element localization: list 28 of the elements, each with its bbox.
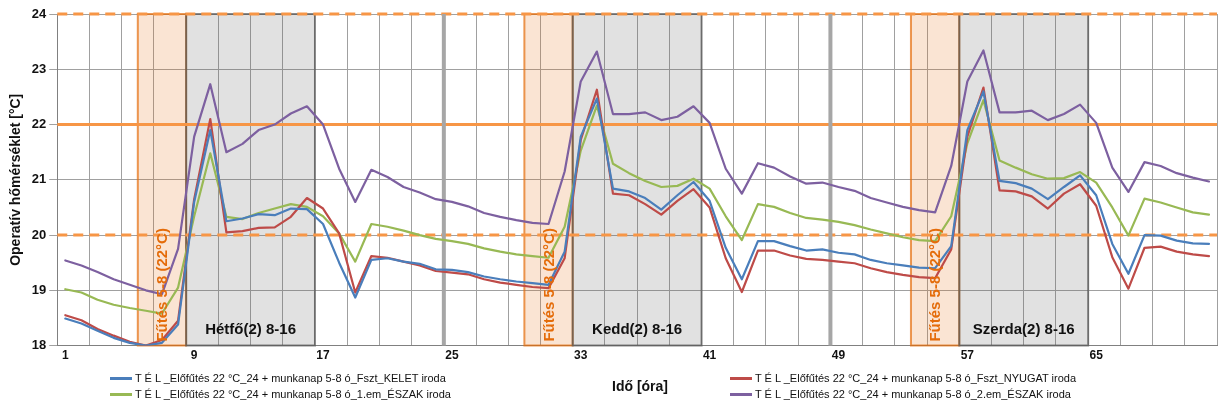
y-tick-label: 24 — [31, 5, 48, 21]
y-tick-label: 20 — [31, 226, 47, 242]
x-tick-label: 25 — [445, 348, 459, 363]
x-tick-label: 1 — [61, 348, 69, 363]
legend-label: T É L _Előfűtés 22 °C_24 + munkanap 5-8 ó_2.em_ÉSZAK iroda — [755, 388, 1071, 400]
y-tick-label: 22 — [31, 116, 47, 132]
y-tick-label: 23 — [31, 60, 47, 76]
x-tick-label: 33 — [574, 348, 588, 363]
band-label: Hétfő(2) 8-16 — [205, 319, 296, 337]
y-tick-label: 21 — [31, 171, 47, 187]
x-tick-label: 65 — [1089, 348, 1104, 363]
x-tick-label: 17 — [316, 348, 331, 363]
x-tick-label: 41 — [702, 348, 717, 363]
y-axis-title: Operatív hőmérséklet [°C] — [7, 93, 24, 266]
legend-label: T É L _Előfűtés 22 °C_24 + munkanap 5-8 ó_Fszt_KELET iroda — [135, 372, 446, 384]
x-axis-title: Idő [óra] — [611, 378, 669, 394]
x-tick-label: 49 — [831, 348, 846, 363]
legend-label: T É L _Előfűtés 22 °C_24 + munkanap 5-8 ó_1.em_ÉSZAK iroda — [135, 388, 451, 400]
x-tick-label: 9 — [190, 348, 198, 363]
y-tick-label: 19 — [31, 281, 47, 297]
y-tick-label: 18 — [31, 337, 47, 353]
band-label: Szerda(2) 8-16 — [972, 319, 1075, 337]
band-label: Fűtés 5-8 (22°C) — [926, 228, 944, 342]
band-label: Kedd(2) 8-16 — [592, 319, 683, 337]
band-label: Fűtés 5-8 (22°C) — [152, 228, 170, 342]
x-tick-label: 57 — [960, 348, 975, 363]
band-label: Fűtés 5-8 (22°C) — [539, 228, 557, 342]
legend-label: T É L _Előfűtés 22 °C_24 + munkanap 5-8 ó_Fszt_NYUGAT iroda — [755, 372, 1077, 384]
